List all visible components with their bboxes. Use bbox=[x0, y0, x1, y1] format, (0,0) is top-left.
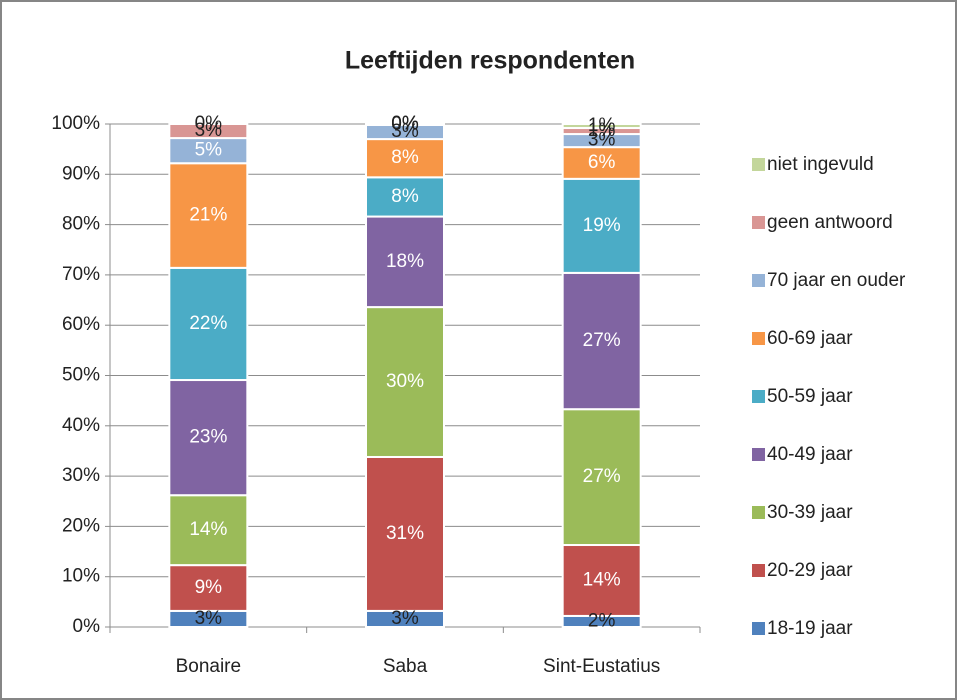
legend-label: 50-59 jaar bbox=[767, 386, 853, 407]
y-tick-label: 60% bbox=[62, 314, 100, 335]
data-label: 3% bbox=[195, 608, 223, 629]
data-label: 0% bbox=[391, 114, 419, 135]
bar-segment bbox=[561, 408, 642, 547]
data-label: 18% bbox=[386, 251, 424, 272]
y-tick-label: 40% bbox=[62, 415, 100, 436]
legend-label: geen antwoord bbox=[767, 212, 893, 233]
y-tick-label: 50% bbox=[62, 365, 100, 386]
data-label: 14% bbox=[189, 519, 227, 540]
data-label: 3% bbox=[195, 120, 223, 141]
data-label: 5% bbox=[195, 140, 223, 161]
data-label: 6% bbox=[588, 152, 616, 173]
y-tick-label: 0% bbox=[73, 616, 101, 637]
bar-segment bbox=[365, 138, 445, 179]
bar-segment bbox=[168, 379, 249, 497]
data-label: 3% bbox=[391, 608, 419, 629]
data-label: 0% bbox=[391, 113, 419, 134]
bar-segment bbox=[168, 494, 249, 567]
legend-label: 60-69 jaar bbox=[767, 328, 853, 349]
data-label: 21% bbox=[189, 205, 227, 226]
bar-segment bbox=[561, 177, 642, 274]
data-label: 3% bbox=[588, 130, 616, 151]
legend-swatch bbox=[752, 332, 765, 345]
data-label: 27% bbox=[583, 466, 621, 487]
legend-swatch bbox=[752, 158, 765, 171]
legend-swatch bbox=[752, 506, 765, 519]
y-tick-label: 100% bbox=[51, 113, 100, 134]
data-label: 30% bbox=[386, 371, 424, 392]
y-tick-label: 30% bbox=[62, 465, 100, 486]
bar-segment bbox=[168, 266, 249, 382]
y-tick-label: 90% bbox=[62, 163, 100, 184]
data-label: 19% bbox=[583, 215, 621, 236]
legend-swatch bbox=[752, 622, 765, 635]
data-label: 3% bbox=[391, 121, 419, 142]
data-label: 2% bbox=[588, 610, 616, 631]
data-label: 1% bbox=[588, 115, 616, 136]
y-tick-label: 70% bbox=[62, 264, 100, 285]
data-label: 9% bbox=[195, 577, 223, 598]
data-label: 27% bbox=[583, 330, 621, 351]
bar-segment bbox=[561, 123, 642, 130]
x-tick-label: Bonaire bbox=[176, 656, 242, 677]
legend-swatch bbox=[752, 274, 765, 287]
legend-swatch bbox=[752, 390, 765, 403]
x-tick-label: Saba bbox=[383, 656, 428, 677]
legend-swatch bbox=[752, 448, 765, 461]
legend-label: niet ingevuld bbox=[767, 154, 874, 175]
y-tick-label: 80% bbox=[62, 214, 100, 235]
legend-label: 70 jaar en ouder bbox=[767, 270, 906, 291]
bar-segment bbox=[561, 271, 642, 411]
x-tick-label: Sint-Eustatius bbox=[543, 656, 660, 677]
data-label: 31% bbox=[386, 523, 424, 544]
bar-segment bbox=[168, 123, 249, 140]
bar-segment bbox=[365, 176, 445, 218]
legend-swatch bbox=[752, 216, 765, 229]
y-tick-label: 10% bbox=[62, 566, 100, 587]
chart-title: Leeftijden respondenten bbox=[345, 47, 635, 75]
data-label: 1% bbox=[588, 120, 616, 141]
data-label: 8% bbox=[391, 147, 419, 168]
data-label: 8% bbox=[391, 186, 419, 207]
data-label: 23% bbox=[189, 427, 227, 448]
bar-segment bbox=[365, 455, 445, 612]
bar-segment bbox=[365, 123, 445, 127]
legend-label: 40-49 jaar bbox=[767, 444, 853, 465]
data-label: 0% bbox=[195, 113, 223, 134]
legend-label: 20-29 jaar bbox=[767, 560, 853, 581]
legend-swatch bbox=[752, 564, 765, 577]
legend-label: 30-39 jaar bbox=[767, 502, 853, 523]
y-tick-label: 20% bbox=[62, 515, 100, 536]
data-label: 14% bbox=[583, 569, 621, 590]
bar-segment bbox=[365, 306, 445, 458]
bar-segment bbox=[365, 215, 445, 309]
data-label: 22% bbox=[189, 313, 227, 334]
bar-segment bbox=[561, 544, 642, 617]
legend-label: 18-19 jaar bbox=[767, 618, 853, 639]
